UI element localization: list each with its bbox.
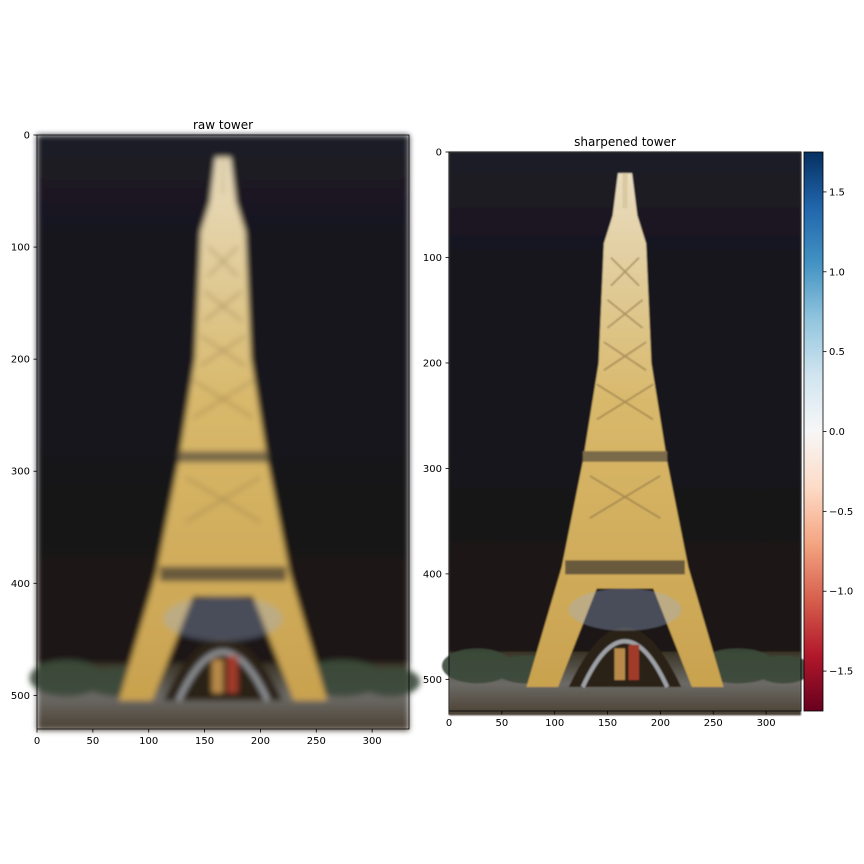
colorbar-tick-label: −1.0	[829, 587, 853, 598]
y-tick-label-sharpened: 0	[436, 148, 442, 159]
y-ticks-sharpened: 0 100 200 300 400 500	[423, 148, 449, 686]
x-tick-label-raw: 100	[139, 736, 158, 747]
image-raw-tower	[30, 135, 421, 730]
x-ticks-raw: 0 50 100 150 200 250 300	[34, 729, 382, 747]
y-tick-label-raw: 100	[11, 243, 30, 254]
colorbar-tick-label: 1.5	[829, 187, 845, 198]
image-frame-sharpened	[448, 151, 802, 712]
y-tick-label-raw: 500	[11, 691, 30, 702]
y-tick-label-raw: 200	[11, 355, 30, 366]
colorbar-tick-label: −1.5	[829, 667, 853, 678]
x-tick-label-sharpened: 100	[545, 718, 564, 729]
x-tick-label-sharpened: 0	[446, 718, 452, 729]
x-tick-label-raw: 300	[363, 736, 382, 747]
image-sharpened-tower	[442, 152, 812, 715]
y-tick-label-sharpened: 400	[423, 569, 442, 580]
title-sharpened: sharpened tower	[574, 135, 676, 149]
x-tick-label-sharpened: 50	[495, 718, 508, 729]
x-tick-label-raw: 0	[34, 736, 40, 747]
x-tick-label-sharpened: 300	[757, 718, 776, 729]
colorbar-tick-label: 1.0	[829, 267, 845, 278]
x-ticks-sharpened: 0 50 100 150 200 250 300	[446, 711, 776, 729]
y-tick-label-sharpened: 500	[423, 675, 442, 686]
colorbar-gradient	[803, 151, 824, 712]
title-raw: raw tower	[193, 118, 253, 132]
colorbar-tick-label: 0.5	[829, 347, 845, 358]
x-tick-label-raw: 200	[251, 736, 270, 747]
colorbar: 1.5 1.0 0.5 0.0 −0.5 −1.0 −1.5	[803, 151, 853, 712]
y-tick-label-raw: 0	[24, 131, 30, 142]
axes-sharpened: sharpened tower 0 50 100 150 200 250 300 0 100 2…	[423, 135, 812, 729]
y-tick-label-raw: 300	[11, 467, 30, 478]
colorbar-tick-label: −0.5	[829, 507, 853, 518]
x-tick-label-raw: 250	[307, 736, 326, 747]
axes-raw: raw tower 0 50 100 150 200 250 300 0 100 200 300 4…	[11, 118, 420, 747]
x-tick-label-sharpened: 250	[704, 718, 723, 729]
x-tick-label-raw: 50	[86, 736, 99, 747]
y-tick-label-sharpened: 200	[423, 358, 442, 369]
image-frame-raw	[36, 134, 410, 730]
y-ticks-raw: 0 100 200 300 400 500	[11, 131, 37, 702]
y-tick-label-raw: 400	[11, 579, 30, 590]
y-tick-label-sharpened: 100	[423, 253, 442, 264]
y-tick-label-sharpened: 300	[423, 464, 442, 475]
colorbar-ticks: 1.5 1.0 0.5 0.0 −0.5 −1.0 −1.5	[823, 187, 853, 678]
x-tick-label-sharpened: 200	[651, 718, 670, 729]
colorbar-tick-label: 0.0	[829, 427, 845, 438]
x-tick-label-raw: 150	[195, 736, 214, 747]
x-tick-label-sharpened: 150	[598, 718, 617, 729]
